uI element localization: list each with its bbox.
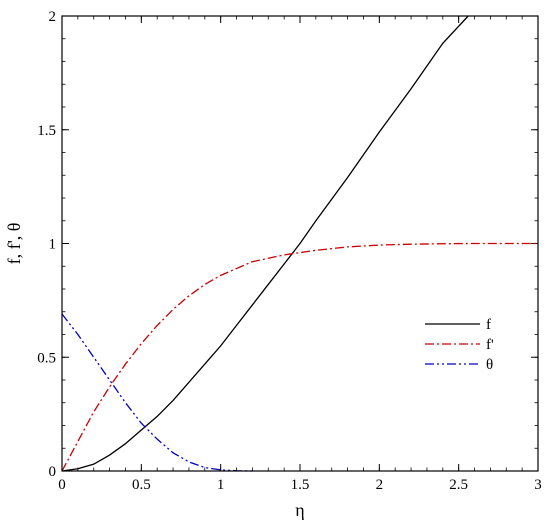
legend-label: f' bbox=[486, 337, 494, 353]
y-tick-label: 0 bbox=[49, 464, 57, 480]
x-tick-label: 0 bbox=[58, 477, 66, 493]
x-tick-label: 0.5 bbox=[132, 477, 151, 493]
x-tick-label: 1 bbox=[217, 477, 225, 493]
legend: f f' θ bbox=[425, 317, 494, 373]
x-tick-label: 3 bbox=[534, 477, 542, 493]
plot-frame bbox=[61, 15, 539, 472]
label-layer: 0 0.5 1 1.5 2 2.5 3 0 0.5 1 1.5 2 bbox=[37, 9, 542, 493]
series-layer bbox=[61, 15, 538, 472]
x-tick-label: 2 bbox=[376, 477, 384, 493]
y-tick-label: 1 bbox=[49, 237, 57, 253]
x-tick-label: 1.5 bbox=[291, 477, 310, 493]
y-tick-label: 2 bbox=[49, 9, 57, 25]
series-line-1 bbox=[61, 15, 469, 472]
x-tick-label: 2.5 bbox=[449, 477, 468, 493]
legend-label: θ bbox=[486, 357, 493, 373]
series-line-2 bbox=[61, 242, 538, 472]
y-axis-title: f, f', θ bbox=[4, 223, 24, 265]
y-tick-label: 1.5 bbox=[37, 123, 56, 139]
y-tick-label: 0.5 bbox=[37, 350, 56, 366]
x-axis-title: η bbox=[295, 500, 304, 520]
legend-label: f bbox=[486, 317, 491, 333]
series-line-3 bbox=[61, 313, 253, 472]
